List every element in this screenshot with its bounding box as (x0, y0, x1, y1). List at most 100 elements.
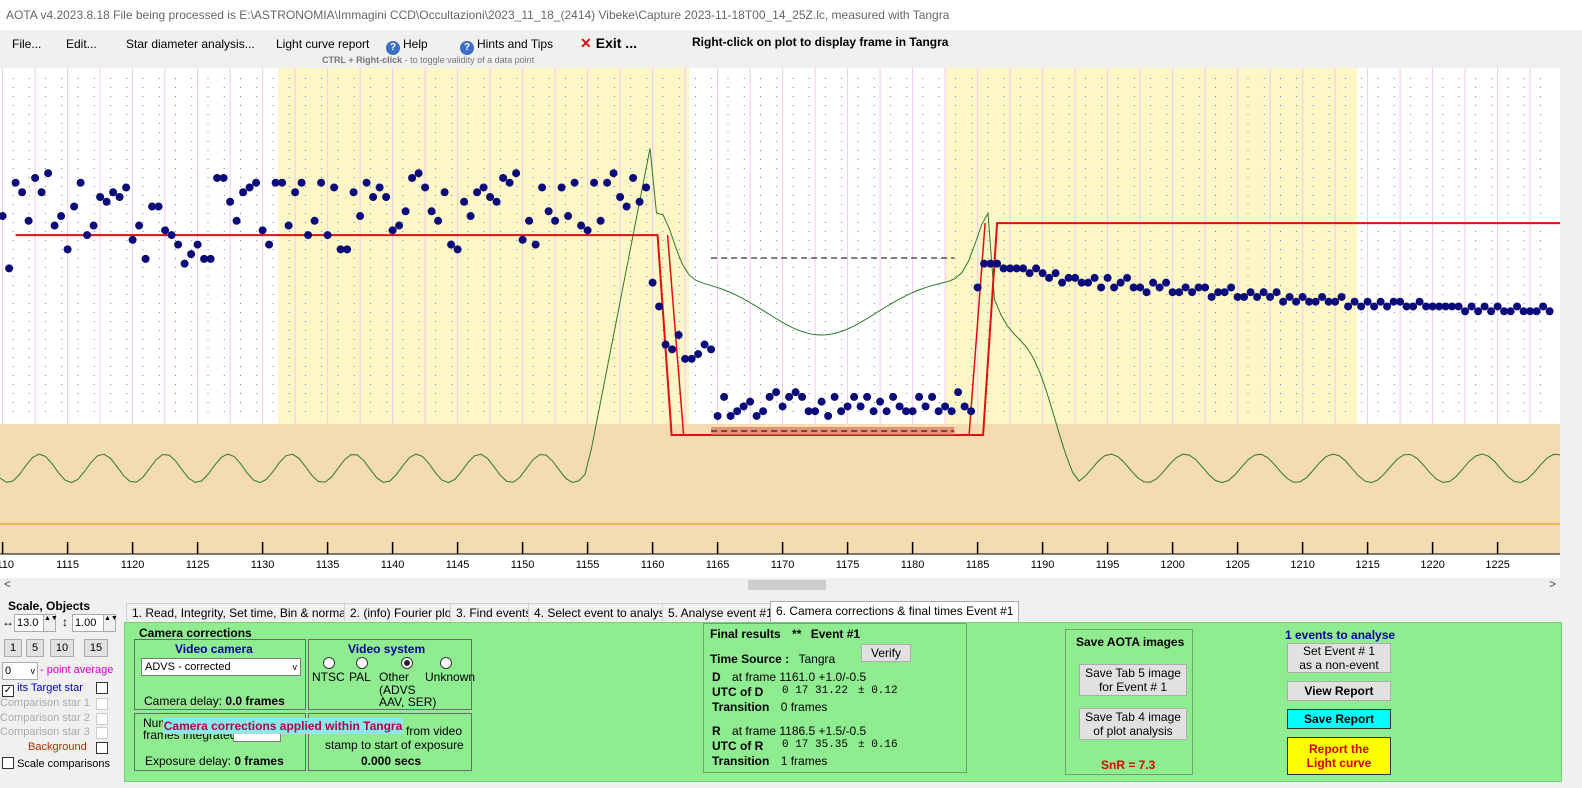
menu-star-diameter[interactable]: Star diameter analysis... (126, 37, 255, 51)
comparison-star-1-checkbox[interactable] (96, 698, 108, 710)
utc-r-label: UTC of R (712, 739, 764, 753)
verify-button[interactable]: Verify (861, 644, 911, 662)
comparison-star-2-label: Comparison star 2 (0, 712, 90, 724)
vertical-scale-icon: ↕ (62, 615, 68, 629)
tab-read-integrity[interactable]: 1. Read, Integrity, Set time, Bin & norm… (126, 603, 370, 623)
menu-light-curve-report[interactable]: Light curve report (276, 37, 370, 51)
menu-hints[interactable]: ? Hints and Tips (460, 36, 553, 55)
data-point (1500, 307, 1509, 316)
light-curve-svg[interactable]: 1110 1115 1120 1125 1130 1135 1140 1145 1150 1155… (0, 68, 1560, 578)
data-point (219, 173, 228, 182)
exposure-delay-value: 0 frames (234, 754, 284, 768)
x-tick-label: 1125 (186, 559, 210, 571)
data-point (245, 183, 254, 192)
data-point (1435, 302, 1444, 311)
data-point (1071, 273, 1080, 282)
scroll-thumb[interactable] (748, 580, 826, 590)
point-average-select[interactable]: 0 v (2, 662, 38, 680)
data-point (291, 188, 300, 197)
tab-camera-corrections[interactable]: 6. Camera corrections & final times Even… (770, 601, 1020, 623)
data-point (1188, 288, 1197, 297)
comparison-star-1-row[interactable]: Comparison star 1 (0, 697, 108, 710)
transition-r-value: 1 frames (780, 754, 828, 768)
data-point (993, 259, 1002, 268)
tab-analyse-event[interactable]: 5. Analyse event #1 (662, 603, 779, 623)
x-tick-label: 1155 (576, 559, 600, 571)
scale-comparisons-checkbox[interactable] (2, 757, 14, 769)
report-light-curve-button[interactable]: Report the Light curve (1287, 737, 1391, 775)
pal-radio[interactable] (356, 657, 368, 669)
data-point (148, 202, 157, 211)
data-point (1162, 278, 1171, 287)
video-system-group: Video system NTSC PAL Other (ADVS AAV, S… (308, 639, 475, 710)
scroll-right-icon[interactable]: > (1548, 577, 1556, 591)
save-tab5-button[interactable]: Save Tab 5 image for Event # 1 (1079, 664, 1187, 696)
menu-file[interactable]: File... (12, 37, 42, 51)
set-non-event-button[interactable]: Set Event # 1 as a non-event (1287, 643, 1391, 673)
data-point (531, 240, 540, 249)
ntsc-radio[interactable] (323, 657, 335, 669)
spinner-arrows-icon[interactable]: ▲▼ (43, 615, 58, 631)
r-frame-text: at frame 1186.5 +1.5/-0.5 (732, 724, 867, 738)
other-radio[interactable] (401, 657, 413, 669)
camera-select[interactable]: ADVS - corrected v (141, 658, 301, 676)
target-star-checkbox[interactable] (96, 682, 108, 694)
data-point (720, 392, 729, 401)
comparison-star-3-checkbox[interactable] (96, 727, 108, 739)
data-point (1168, 288, 1177, 297)
menu-edit[interactable]: Edit... (66, 37, 97, 51)
data-point (1396, 297, 1405, 306)
show-points-checkbox[interactable] (2, 685, 14, 697)
target-star-row[interactable]: its Target star (0, 682, 108, 697)
x-tick-label: 1220 (1420, 559, 1444, 571)
scale-button-10[interactable]: 10 (50, 639, 74, 657)
data-point (57, 212, 66, 221)
data-point (1084, 278, 1093, 287)
background-checkbox[interactable] (96, 742, 108, 754)
d-label: D (712, 670, 721, 684)
comparison-star-2-row[interactable]: Comparison star 2 (0, 712, 108, 725)
unknown-radio[interactable] (440, 657, 452, 669)
data-point (746, 397, 755, 406)
comparison-star-3-row[interactable]: Comparison star 3 (0, 726, 108, 739)
light-curve-plot[interactable]: 1110 1115 1120 1125 1130 1135 1140 1145 1150 1155… (0, 68, 1560, 578)
vertical-scrollbar[interactable] (1560, 68, 1582, 578)
tab-find-events[interactable]: 3. Find events (450, 603, 538, 623)
data-point (1344, 302, 1353, 311)
data-point (1077, 278, 1086, 287)
tab-select-event[interactable]: 4. Select event to analyse (528, 603, 678, 623)
tab-fourier-plot[interactable]: 2. (info) Fourier plot (344, 603, 461, 623)
background-row[interactable]: Background (28, 741, 108, 754)
spinner-arrows-icon[interactable]: ▲▼ (103, 615, 118, 631)
x-tick-label: 1135 (316, 559, 340, 571)
scale-button-15[interactable]: 15 (84, 639, 108, 657)
data-point (817, 397, 826, 406)
save-tab4-button[interactable]: Save Tab 4 image of plot analysis (1079, 708, 1187, 740)
data-point (564, 212, 573, 221)
vertical-scale-spinner[interactable]: 1.00 ▲▼ (72, 614, 118, 632)
x-tick-label: 1150 (511, 559, 535, 571)
scale-comparisons-row[interactable]: Scale comparisons (0, 757, 110, 770)
data-point (1142, 288, 1151, 297)
data-point (674, 331, 683, 340)
data-point (1337, 292, 1346, 301)
data-point (154, 202, 163, 211)
right-click-hint: Right-click on plot to display frame in … (692, 35, 949, 49)
menu-help[interactable]: ? Help (386, 36, 428, 55)
transition-d-value: 0 frames (780, 700, 828, 714)
scale-button-5[interactable]: 5 (26, 639, 44, 657)
horizontal-scrollbar[interactable]: < > (0, 578, 1560, 592)
menu-exit[interactable]: ✕ Exit ... (580, 35, 637, 52)
data-point (427, 207, 436, 216)
data-point (382, 193, 391, 201)
data-point (596, 216, 605, 225)
scale-button-1[interactable]: 1 (4, 639, 22, 657)
save-report-button[interactable]: Save Report (1287, 709, 1391, 729)
data-point (1357, 302, 1366, 311)
comparison-star-2-checkbox[interactable] (96, 713, 108, 725)
scroll-left-icon[interactable]: < (4, 577, 12, 591)
view-report-button[interactable]: View Report (1287, 681, 1391, 701)
data-point (1181, 283, 1190, 292)
data-point (973, 283, 982, 292)
horizontal-scale-spinner[interactable]: 13.0 ▲▼ (14, 614, 58, 632)
